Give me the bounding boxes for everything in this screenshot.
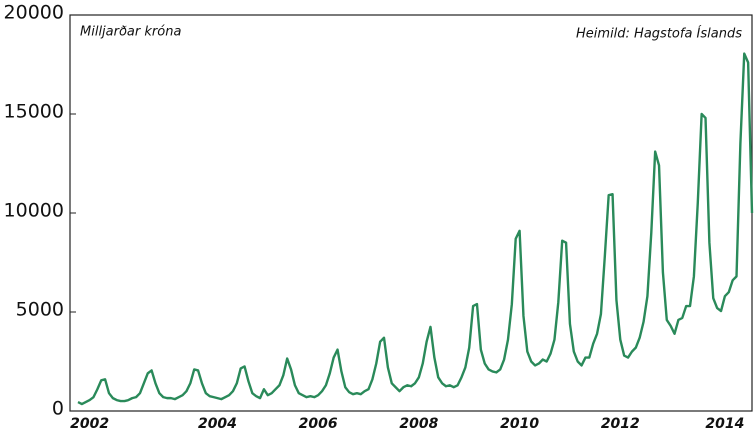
unit-note: Milljarðar króna — [80, 25, 181, 40]
y-tick-label: 0 — [52, 398, 64, 420]
x-tick-label: 2002 — [70, 416, 109, 432]
data-line — [77, 52, 754, 406]
y-tick-label: 5000 — [16, 299, 64, 321]
y-tick-label: 20000 — [4, 2, 64, 24]
x-tick-label: 2008 — [399, 416, 438, 432]
x-tick-label: 2012 — [601, 416, 640, 432]
y-tick-label: 10000 — [4, 200, 64, 222]
x-tick-label: 2010 — [500, 416, 539, 432]
x-tick-label: 2006 — [299, 416, 338, 432]
source-note: Heimild: Hagstofa Íslands — [576, 26, 742, 42]
x-tick-label: 2004 — [198, 416, 237, 432]
plot-frame — [69, 14, 753, 412]
y-tick-label: 15000 — [4, 101, 64, 123]
x-tick-label: 2014 — [705, 416, 744, 432]
